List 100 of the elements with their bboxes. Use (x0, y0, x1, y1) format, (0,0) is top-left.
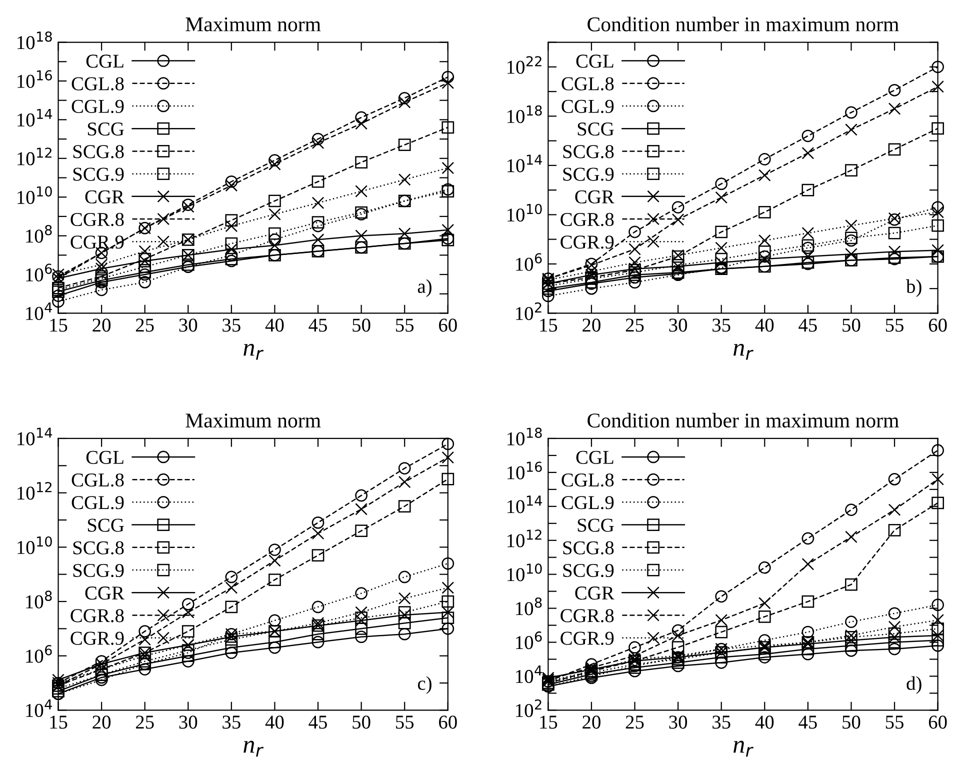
legend-label: CGR.8 (560, 212, 614, 226)
legend-label: SCG (578, 518, 614, 532)
x-tick-label: 20 (92, 716, 111, 729)
legend-label: SCG.8 (73, 541, 124, 554)
y-tick-label: 10$^{18}$ (507, 428, 542, 446)
legend-label: SCG.9 (563, 168, 614, 181)
legend-label: CGL.9 (562, 496, 614, 510)
x-tick-label: 15 (540, 318, 558, 332)
x-tick-label: 50 (352, 318, 370, 332)
y-tick-label: 10$^{14}$ (507, 496, 542, 514)
chart-title: Condition number in maximum norm (588, 16, 899, 32)
y-tick-label: 10$^{8}$ (26, 224, 52, 243)
legend-label: CGR (85, 586, 124, 600)
legend-label: CGL.8 (562, 473, 614, 487)
legend-label: CGL.9 (72, 100, 124, 114)
legend-label: CGR.9 (70, 632, 124, 645)
annotation: a) (418, 279, 432, 297)
legend-label: SCG.8 (73, 145, 124, 158)
y-tick-label: 10$^{14}$ (18, 108, 52, 127)
x-tick-label: 35 (222, 716, 240, 729)
y-tick-label: 10$^{12}$ (18, 482, 52, 500)
x-tick-label: 50 (352, 716, 370, 729)
legend-label: CGL.8 (562, 77, 614, 90)
x-tick-label: 60 (439, 716, 457, 729)
x-tick-label: 50 (842, 318, 860, 332)
x-tick-label: 35 (222, 318, 240, 332)
x-tick-label: 20 (582, 716, 600, 729)
y-tick-label: 10$^{10}$ (18, 186, 52, 204)
y-tick-label: 10$^{4}$ (26, 302, 52, 320)
y-tick-label: 10$^{6}$ (516, 253, 542, 271)
legend-label: CGR.8 (70, 609, 124, 622)
x-tick-label: 50 (842, 716, 860, 729)
chart-title: Maximum norm (186, 17, 321, 32)
x-axis-title: n$_{r}$ (734, 740, 754, 757)
y-tick-label: 10$^{12}$ (18, 148, 52, 166)
annotation: c) (418, 676, 432, 694)
x-tick-label: 30 (179, 318, 198, 332)
x-axis-title: n$_{r}$ (734, 344, 754, 360)
x-axis-title: n$_{r}$ (244, 344, 264, 360)
x-tick-label: 55 (396, 318, 414, 332)
legend-label: SCG.9 (563, 564, 614, 578)
y-tick-label: 10$^{6}$ (26, 264, 52, 282)
y-tick-label: 10$^{2}$ (516, 302, 542, 320)
legend-label: CGR.9 (560, 632, 614, 645)
legend-label: CGL.8 (72, 473, 124, 487)
y-tick-label: 10$^{16}$ (507, 462, 542, 480)
y-tick-label: 10$^{4}$ (26, 699, 52, 718)
x-tick-label: 45 (308, 716, 327, 729)
legend-label: SCG (88, 122, 124, 136)
x-tick-label: 30 (669, 318, 688, 332)
y-tick-label: 10$^{6}$ (516, 631, 542, 650)
legend-label: SCG.8 (563, 541, 614, 554)
x-tick-label: 20 (582, 318, 600, 332)
legend-label: SCG.8 (563, 145, 614, 158)
annotation: b) (906, 279, 922, 297)
legend-label: SCG.9 (73, 564, 124, 578)
x-tick-label: 15 (50, 318, 68, 332)
y-tick-label: 10$^{22}$ (507, 56, 542, 74)
x-tick-label: 55 (886, 716, 904, 729)
x-tick-label: 45 (798, 318, 817, 332)
legend-label: SCG (88, 518, 124, 532)
x-tick-label: 25 (626, 716, 644, 729)
y-tick-label: 10$^{18}$ (507, 105, 542, 124)
y-tick-label: 10$^{8}$ (26, 590, 52, 608)
x-tick-label: 25 (136, 318, 154, 332)
legend-label: SCG.9 (73, 168, 124, 181)
legend-label: SCG (578, 122, 614, 136)
x-tick-label: 15 (540, 716, 558, 729)
x-tick-label: 35 (712, 318, 730, 332)
x-tick-label: 25 (136, 716, 154, 729)
chart-title: Maximum norm (186, 414, 321, 428)
legend-label: CGL (576, 450, 614, 464)
y-tick-label: 10$^{4}$ (516, 665, 542, 684)
x-tick-label: 30 (179, 716, 198, 729)
x-tick-label: 40 (265, 318, 284, 332)
legend-label: CGL.9 (562, 100, 614, 114)
legend-label: CGL (86, 450, 124, 464)
y-tick-label: 10$^{14}$ (18, 428, 52, 446)
x-tick-label: 45 (798, 716, 817, 729)
y-tick-label: 10$^{6}$ (26, 645, 52, 663)
legend-label: CGL.8 (72, 77, 124, 90)
x-tick-label: 60 (928, 318, 947, 332)
annotation: d) (906, 676, 922, 694)
legend-label: CGR.8 (560, 609, 614, 622)
x-tick-label: 45 (308, 318, 327, 332)
x-tick-label: 20 (92, 318, 111, 332)
x-tick-label: 60 (928, 716, 947, 729)
y-tick-label: 10$^{18}$ (18, 31, 52, 50)
y-tick-label: 10$^{8}$ (516, 597, 542, 616)
x-axis-title: n$_{r}$ (244, 740, 264, 757)
x-tick-label: 15 (50, 716, 68, 729)
x-tick-label: 40 (755, 716, 774, 729)
legend-label: CGR (575, 190, 614, 204)
x-tick-label: 30 (669, 716, 688, 729)
y-tick-label: 10$^{14}$ (507, 154, 542, 172)
legend-label: CGL (576, 54, 614, 68)
y-tick-label: 10$^{16}$ (18, 70, 52, 88)
y-tick-label: 10$^{10}$ (507, 204, 542, 222)
legend-label: CGL (86, 54, 124, 68)
y-tick-label: 10$^{2}$ (516, 699, 542, 718)
